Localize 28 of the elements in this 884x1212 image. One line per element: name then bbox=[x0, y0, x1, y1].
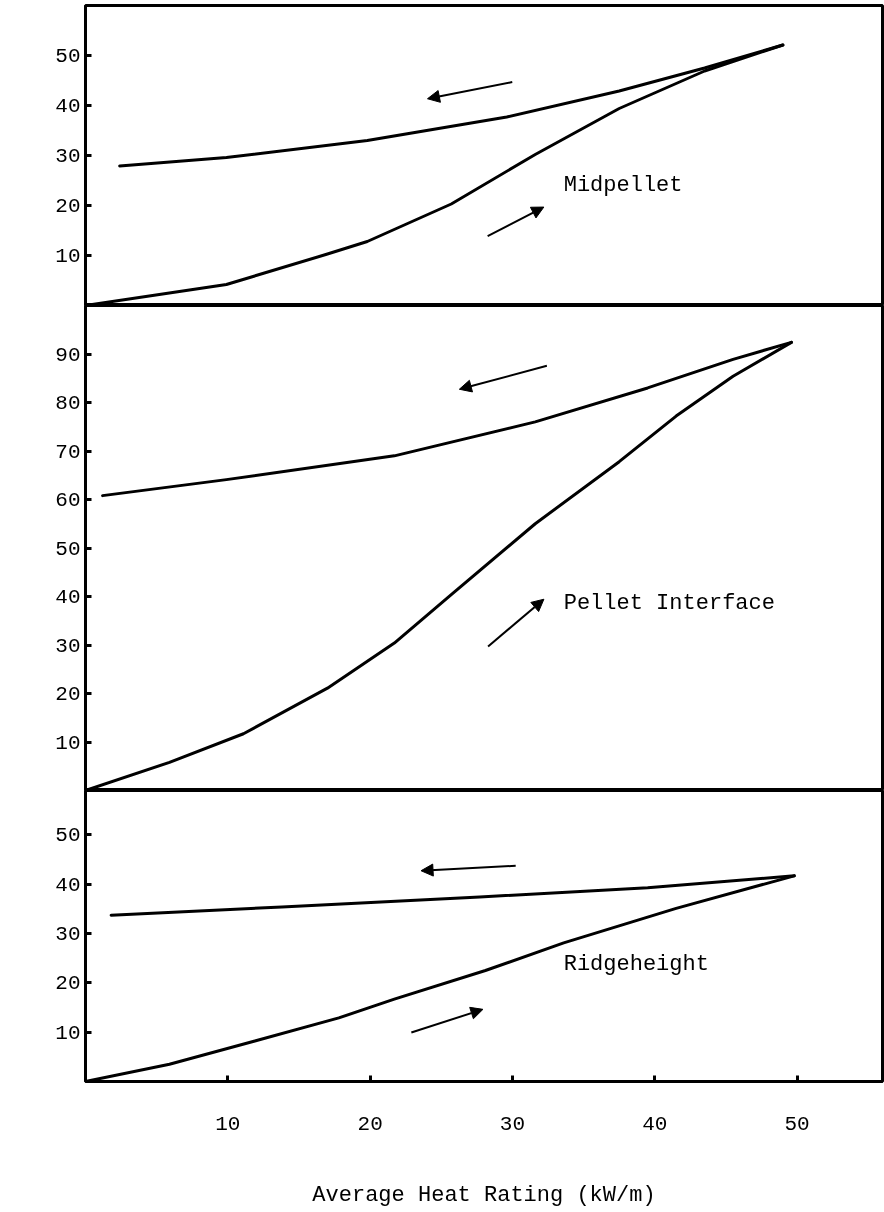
y-tick-label: 20 bbox=[55, 195, 81, 218]
y-tick-label: 40 bbox=[55, 586, 81, 609]
y-tick-label: 50 bbox=[55, 537, 81, 561]
annotation: Pellet Interface bbox=[563, 590, 775, 616]
y-tick-label: 70 bbox=[55, 440, 81, 464]
y-tick-label: 60 bbox=[55, 489, 81, 512]
y-tick-label: 30 bbox=[55, 145, 81, 168]
annotation: Midpellet bbox=[563, 172, 683, 198]
y-tick-label: 80 bbox=[55, 392, 81, 415]
x-axis-title: Average Heat Rating (kW/m) bbox=[312, 1182, 656, 1208]
y-tick-label: 30 bbox=[55, 634, 81, 658]
x-tick-label: 10 bbox=[215, 1112, 241, 1136]
y-tick-label: 10 bbox=[55, 1021, 81, 1045]
y-tick-label: 30 bbox=[55, 923, 81, 947]
x-tick-label: 30 bbox=[499, 1112, 526, 1136]
y-tick-label: 20 bbox=[55, 972, 81, 996]
x-tick-label: 40 bbox=[642, 1112, 668, 1136]
y-tick-label: 20 bbox=[55, 683, 81, 706]
x-tick-label: 20 bbox=[357, 1112, 383, 1136]
y-tick-label: 10 bbox=[55, 245, 81, 268]
y-tick-label: 40 bbox=[55, 873, 81, 897]
x-tick-label: 50 bbox=[784, 1112, 810, 1136]
annotation: Ridgeheight bbox=[563, 951, 709, 977]
y-tick-label: 90 bbox=[55, 343, 81, 367]
y-tick-label: 50 bbox=[55, 45, 81, 68]
y-tick-label: 40 bbox=[55, 95, 81, 118]
y-tick-label: 50 bbox=[55, 824, 81, 848]
y-tick-label: 10 bbox=[55, 731, 81, 755]
